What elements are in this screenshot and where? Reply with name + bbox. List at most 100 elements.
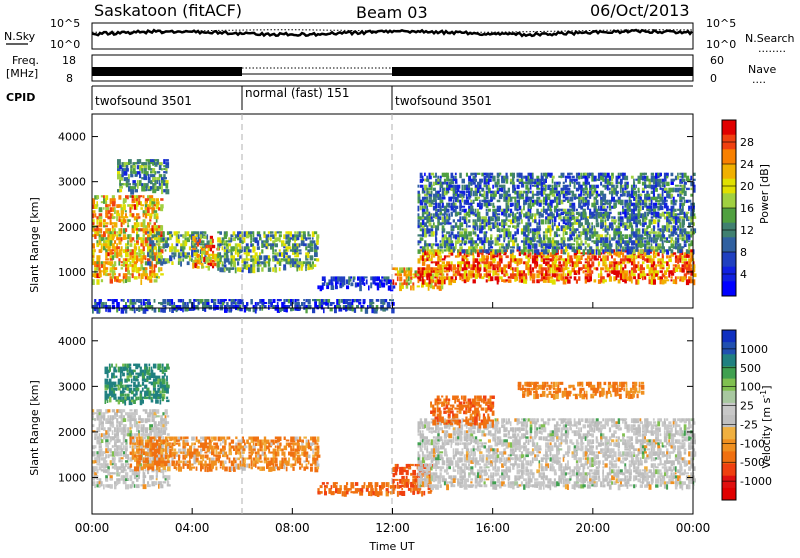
power-cell-3841 <box>532 194 534 199</box>
power-cell-3788 <box>517 212 519 214</box>
power-cell-2810 <box>521 240 524 242</box>
power-cell-3695 <box>490 173 493 176</box>
power-cell-3286 <box>653 240 655 243</box>
power-cell-1312 <box>191 302 195 305</box>
power-cell-3984 <box>572 209 574 212</box>
power-cell-442 <box>154 198 156 201</box>
power-cell-2002 <box>530 267 532 270</box>
power-cell-1896 <box>490 276 493 281</box>
power-cell-2526 <box>431 234 433 236</box>
power-cell-3885 <box>545 179 547 183</box>
power-cell-980 <box>246 267 248 269</box>
power-cell-2569 <box>444 219 446 225</box>
power-cell-2244 <box>613 276 616 281</box>
power-cell-841 <box>208 266 210 271</box>
power-cell-611 <box>157 180 159 184</box>
power-cell-485 <box>160 198 163 201</box>
power-cell-3701 <box>490 203 492 206</box>
power-cell-663 <box>154 234 156 237</box>
power-cell-428 <box>149 279 152 283</box>
power-cell-3529 <box>444 212 447 215</box>
velocity-cell-24 <box>94 484 96 488</box>
power-cell-3427 <box>418 185 420 188</box>
power-cell-308 <box>134 267 136 272</box>
power-cell-1431 <box>303 299 305 301</box>
power-cell-448 <box>154 228 156 230</box>
power-cell-2773 <box>508 234 512 237</box>
power-cell-2795 <box>514 237 517 242</box>
power-cell-1793 <box>455 273 457 276</box>
power-cell-4210 <box>635 206 637 210</box>
power-cell-2636 <box>464 243 466 245</box>
power-cell-429 <box>151 195 153 199</box>
power-cell-3807 <box>523 203 525 206</box>
power-cell-915 <box>228 267 230 273</box>
power-cell-120 <box>107 252 109 256</box>
power-cell-1661 <box>428 285 430 290</box>
power-cell-2410 <box>671 279 673 281</box>
power-cell-1467 <box>338 308 342 312</box>
power-cell-1300 <box>182 299 184 302</box>
power-cell-746 <box>187 231 190 236</box>
power-cell-3566 <box>455 182 458 184</box>
power-cell-2776 <box>508 243 510 247</box>
power-cell-629 <box>163 177 167 179</box>
velocity-cell-331 <box>143 475 147 478</box>
power-cell-2836 <box>528 240 531 243</box>
power-cell-720 <box>176 249 180 252</box>
power-cell-3864 <box>539 203 542 207</box>
power-cell-1434 <box>305 299 307 302</box>
power-cell-702 <box>169 237 172 240</box>
power-cell-2001 <box>530 264 532 268</box>
power-cell-2653 <box>470 249 472 255</box>
power-cell-490 <box>160 234 162 237</box>
power-cell-4383 <box>682 173 684 179</box>
power-cell-1556 <box>353 276 356 279</box>
power-cbar-label-6: 4 <box>740 268 747 281</box>
power-cell-2000 <box>530 255 532 258</box>
power-cell-1004 <box>252 267 255 273</box>
power-cell-2566 <box>442 249 444 253</box>
power-cell-1147 <box>296 267 298 271</box>
power-cell-77 <box>103 219 106 222</box>
power-cell-3432 <box>418 206 420 212</box>
power-cell-1250 <box>134 302 137 305</box>
velocity-cell-149 <box>114 457 116 460</box>
power-cell-1722 <box>429 279 431 284</box>
power-cell-2578 <box>446 231 450 234</box>
power-cell-3437 <box>420 206 422 211</box>
power-cell-3575 <box>455 212 457 217</box>
power-cell-3853 <box>536 188 540 190</box>
power-cell-301 <box>134 240 136 242</box>
power-cell-1149 <box>299 243 301 247</box>
power-cell-2710 <box>490 228 492 231</box>
power-cell-2762 <box>506 216 508 221</box>
power-cell-2477 <box>418 219 420 222</box>
power-cell-1569 <box>366 279 368 284</box>
power-cell-2240 <box>613 258 616 261</box>
power-cell-4031 <box>585 194 587 196</box>
power-cell-2484 <box>420 216 422 220</box>
power-cell-2488 <box>420 237 424 241</box>
power-cell-956 <box>241 240 243 244</box>
power-cell-3493 <box>435 203 437 209</box>
power-cell-4259 <box>649 200 651 202</box>
power-cell-2926 <box>554 216 557 222</box>
power-cell-3963 <box>567 188 570 191</box>
power-cell-2362 <box>653 261 655 265</box>
power-cell-2128 <box>567 279 571 283</box>
power-cell-3645 <box>477 173 481 175</box>
power-cell-1805 <box>459 267 461 271</box>
power-cell-488 <box>160 225 163 231</box>
power-cell-195 <box>118 234 121 236</box>
power-cell-3932 <box>558 185 560 188</box>
power-cell-4358 <box>673 209 677 212</box>
velocity-cell-66 <box>101 433 103 437</box>
power-cell-2308 <box>633 276 636 279</box>
velocity-cell-194 <box>121 460 123 462</box>
power-cell-1917 <box>497 279 499 284</box>
velocity-cell-478 <box>165 478 167 480</box>
power-cell-2587 <box>448 237 450 240</box>
power-cell-736 <box>182 246 185 249</box>
power-cell-4171 <box>624 212 626 218</box>
